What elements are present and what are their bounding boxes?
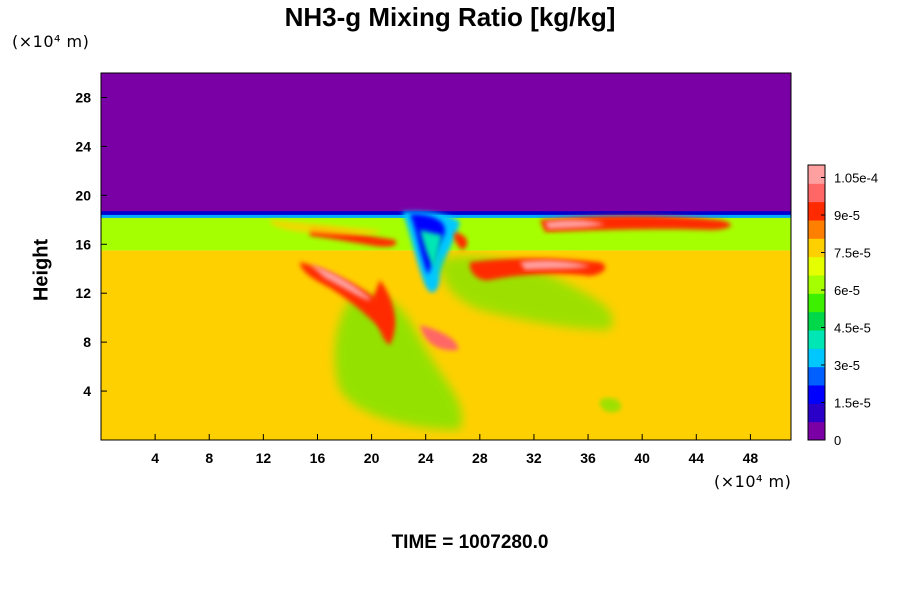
colorbar-frame	[807, 164, 826, 441]
x-tick-label-40: 40	[634, 450, 650, 466]
y-tick-label-12: 12	[75, 285, 91, 301]
colorbar-tick-label-1.5e-5: 1.5e-5	[834, 396, 871, 411]
x-tick-label-48: 48	[743, 450, 759, 466]
y-tick-label-8: 8	[83, 334, 91, 350]
field-feature-7	[310, 264, 372, 301]
colorbar: 0 1.5e-5 3e-5 4.5e-5 6e-5 7.5e-5 9e-5 1.05e-4	[807, 164, 878, 448]
colorbar-tick-label-7.5e-5: 7.5e-5	[834, 246, 871, 261]
field-feature-3	[420, 230, 442, 268]
y-axis-unit: (×10⁴ m)	[12, 32, 90, 51]
colorbar-tick-label-4.5e-5: 4.5e-5	[834, 321, 871, 336]
field-feature-4	[334, 296, 462, 430]
field-feature-15	[420, 325, 459, 351]
colorbar-swatch-14	[808, 183, 825, 203]
field-feature-14	[372, 280, 396, 345]
colorbar-swatch-7	[808, 311, 825, 331]
field-feature-10	[540, 215, 731, 232]
colorbar-swatch-9	[808, 275, 825, 294]
x-axis-unit: (×10⁴ m)	[714, 472, 792, 491]
colorbar-swatch-1	[808, 421, 825, 441]
x-tick-label-4: 4	[151, 450, 159, 466]
x-tick-label-36: 36	[580, 450, 596, 466]
colorbar-tick-label-3e-5: 3e-5	[834, 358, 860, 373]
plot-frame	[100, 72, 792, 441]
y-tick-label-16: 16	[75, 236, 91, 252]
colorbar-swatch-3	[808, 385, 825, 404]
x-tick-label-16: 16	[310, 450, 326, 466]
y-tick-label-28: 28	[75, 89, 91, 105]
y-tick-label-24: 24	[75, 138, 91, 154]
colorbar-swatch-10	[808, 256, 825, 276]
colorbar-tick-label-1.05e-4: 1.05e-4	[834, 171, 878, 186]
y-tick-label-20: 20	[75, 187, 91, 203]
y-axis: 4 8 12 16 20 24 28	[75, 89, 107, 399]
colorbar-swatch-8	[808, 293, 825, 313]
field-feature-6	[300, 262, 392, 330]
x-tick-label-20: 20	[364, 450, 380, 466]
x-tick-label-32: 32	[526, 450, 542, 466]
colorbar-swatch-2	[808, 403, 825, 423]
field-feature-17	[599, 398, 621, 413]
field-feature-16	[453, 232, 468, 250]
x-tick-label-28: 28	[472, 450, 488, 466]
chart-title: NH3-g Mixing Ratio [kg/kg]	[284, 2, 616, 32]
colorbar-swatch-15	[808, 165, 825, 184]
region-boundary	[101, 211, 791, 216]
y-tick-label-4: 4	[83, 383, 91, 399]
colorbar-swatch-4	[808, 366, 825, 386]
heatmap-field	[101, 73, 791, 440]
colorbar-tick-label-9e-5: 9e-5	[834, 208, 860, 223]
field-feature-11	[545, 219, 605, 229]
region-upper-layer	[101, 73, 791, 213]
field-feature-13	[270, 220, 380, 235]
field-features	[270, 211, 731, 430]
x-tick-label-24: 24	[418, 450, 434, 466]
colorbar-swatch-13	[808, 201, 825, 221]
colorbar-tick-label-6e-5: 6e-5	[834, 283, 860, 298]
colorbar-swatch-12	[808, 220, 825, 239]
x-tick-label-44: 44	[689, 450, 705, 466]
x-tick-label-8: 8	[205, 450, 213, 466]
colorbar-swatch-11	[808, 238, 825, 258]
x-tick-label-12: 12	[256, 450, 272, 466]
colorbar-swatch-6	[808, 330, 825, 349]
x-axis: 4 8 12 16 20 24 28 32 36 40 44 48	[151, 434, 758, 466]
field-feature-9	[520, 260, 590, 270]
colorbar-swatch-5	[808, 348, 825, 368]
time-label: TIME = 1007280.0	[391, 532, 549, 553]
colorbar-tick-label-0: 0	[834, 433, 841, 448]
